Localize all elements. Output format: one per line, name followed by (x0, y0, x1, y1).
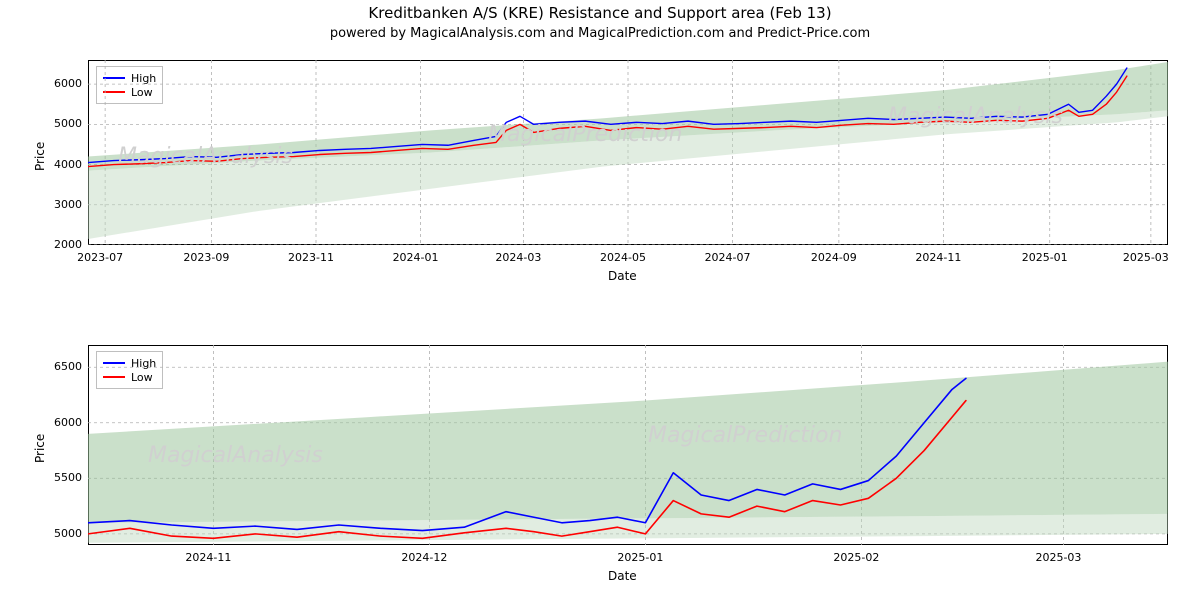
x-tick-label: 2023-09 (183, 251, 229, 264)
legend-item: High (103, 71, 156, 85)
y-tick-label: 2000 (40, 238, 82, 251)
legend-label: Low (131, 86, 153, 99)
x-axis-label: Date (608, 569, 637, 583)
chart-panel-top (88, 60, 1168, 245)
x-tick-label: 2024-11 (915, 251, 961, 264)
y-tick-label: 4000 (40, 158, 82, 171)
x-axis-label: Date (608, 269, 637, 283)
legend-item: Low (103, 85, 156, 99)
legend: HighLow (96, 66, 163, 104)
x-tick-label: 2024-11 (185, 551, 231, 564)
x-tick-label: 2025-03 (1035, 551, 1081, 564)
y-tick-label: 5000 (40, 117, 82, 130)
y-tick-label: 5500 (40, 471, 82, 484)
legend-label: Low (131, 371, 153, 384)
x-tick-label: 2025-02 (833, 551, 879, 564)
x-tick-label: 2024-12 (401, 551, 447, 564)
legend-item: Low (103, 370, 156, 384)
legend-label: High (131, 357, 156, 370)
y-tick-label: 6000 (40, 416, 82, 429)
legend-swatch (103, 362, 125, 364)
legend-label: High (131, 72, 156, 85)
y-axis-label: Price (33, 434, 47, 463)
legend-swatch (103, 77, 125, 79)
legend-swatch (103, 376, 125, 378)
x-tick-label: 2024-07 (705, 251, 751, 264)
x-tick-label: 2025-01 (1022, 251, 1068, 264)
y-tick-label: 5000 (40, 527, 82, 540)
chart-subtitle: powered by MagicalAnalysis.com and Magic… (0, 26, 1200, 41)
y-tick-label: 6000 (40, 77, 82, 90)
chart-title: Kreditbanken A/S (KRE) Resistance and Su… (0, 4, 1200, 22)
y-tick-label: 3000 (40, 198, 82, 211)
x-tick-label: 2024-03 (495, 251, 541, 264)
page-root: Kreditbanken A/S (KRE) Resistance and Su… (0, 0, 1200, 600)
chart-panel-bottom (88, 345, 1168, 545)
x-tick-label: 2023-07 (77, 251, 123, 264)
x-tick-label: 2025-03 (1123, 251, 1169, 264)
x-tick-label: 2025-01 (617, 551, 663, 564)
legend: HighLow (96, 351, 163, 389)
legend-item: High (103, 356, 156, 370)
legend-swatch (103, 91, 125, 93)
x-tick-label: 2023-11 (288, 251, 334, 264)
x-tick-label: 2024-01 (393, 251, 439, 264)
x-tick-label: 2024-09 (811, 251, 857, 264)
y-tick-label: 6500 (40, 360, 82, 373)
x-tick-label: 2024-05 (600, 251, 646, 264)
